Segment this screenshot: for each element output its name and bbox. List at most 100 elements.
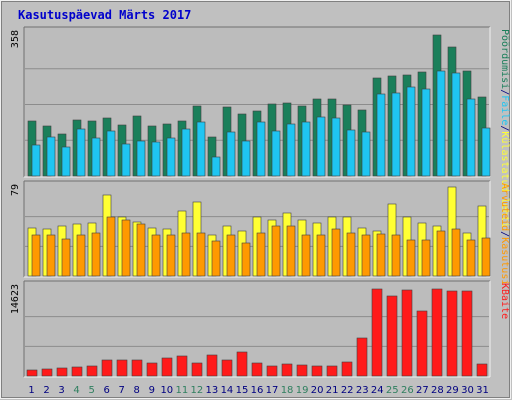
middle-bar-kasutusi-day-31 <box>481 237 491 277</box>
day-label: 23 <box>356 385 369 396</box>
top-bar-faile-day-25 <box>391 92 401 177</box>
bottom-bar-kbaite-day-2 <box>41 368 53 377</box>
middle-bar-kasutusi-day-2 <box>46 234 56 277</box>
middle-bar-kasutusi-day-18 <box>286 225 296 277</box>
bottom-bar-kbaite-day-9 <box>146 362 158 377</box>
day-label: 17 <box>266 385 279 396</box>
middle-legend-label: / <box>499 231 510 237</box>
day-label: 21 <box>326 385 339 396</box>
top-bar-faile-day-27 <box>421 88 431 177</box>
bottom-bar-kbaite-day-22 <box>341 361 353 377</box>
top-bar-faile-day-29 <box>451 72 461 177</box>
middle-bar-kasutusi-day-17 <box>271 225 281 277</box>
bottom-bar-kbaite-day-13 <box>206 354 218 377</box>
middle-bar-kasutusi-day-12 <box>196 232 206 277</box>
middle-bar-kasutusi-day-4 <box>76 234 86 277</box>
middle-panel: 79 Arvuteid/Kasutusi <box>10 180 510 285</box>
top-legend-label: / <box>499 125 510 131</box>
top-bar-faile-day-12 <box>196 121 206 177</box>
middle-bar-kasutusi-day-14 <box>226 234 236 277</box>
top-bar-faile-day-10 <box>166 137 176 177</box>
bottom-bar-kbaite-day-21 <box>326 365 338 377</box>
day-label: 9 <box>149 385 155 396</box>
middle-bar-kasutusi-day-20 <box>316 234 326 277</box>
top-bar-faile-day-9 <box>151 141 161 177</box>
day-label: 26 <box>401 385 414 396</box>
top-bar-faile-day-2 <box>46 136 56 177</box>
bottom-bar-kbaite-day-8 <box>131 359 143 377</box>
day-label: 13 <box>206 385 219 396</box>
bottom-bar-kbaite-day-7 <box>116 359 128 377</box>
day-axis: 1 2 3 4 5 6 7 8 9 10 11 12 13 14 15 16 17 18 19 20 21 22 23 24 2… <box>28 385 489 396</box>
bottom-bar-kbaite-day-16 <box>251 362 263 377</box>
top-bar-faile-day-20 <box>316 116 326 177</box>
middle-bar-kasutusi-day-7 <box>121 219 131 277</box>
top-legend-label: Pöördumisi <box>499 29 510 89</box>
bottom-bar-kbaite-day-26 <box>401 289 413 377</box>
middle-y-max-label: 79 <box>10 184 21 196</box>
top-legend-label: Faile <box>499 95 510 125</box>
middle-bar-kasutusi-day-19 <box>301 234 311 277</box>
top-bar-faile-day-21 <box>331 117 341 177</box>
middle-bar-kasutusi-day-1 <box>31 234 41 277</box>
middle-legend-label: Kasutusi <box>499 237 510 285</box>
top-bar-faile-day-26 <box>406 86 416 177</box>
day-label: 19 <box>296 385 309 396</box>
top-bar-faile-day-24 <box>376 93 386 177</box>
day-label: 8 <box>134 385 140 396</box>
bottom-bar-kbaite-day-5 <box>86 365 98 377</box>
top-bar-faile-day-16 <box>256 121 266 177</box>
day-label: 24 <box>371 385 384 396</box>
top-bar-faile-day-6 <box>106 130 116 177</box>
day-label: 1 <box>28 385 34 396</box>
day-label: 20 <box>311 385 324 396</box>
top-panel: 358 Pöördumisi/Faile/Külastatud lehti <box>10 26 510 228</box>
top-legend-label: / <box>499 89 510 95</box>
middle-bar-kasutusi-day-26 <box>406 239 416 277</box>
day-label: 18 <box>281 385 294 396</box>
day-label: 7 <box>119 385 125 396</box>
middle-bar-kasutusi-day-13 <box>211 240 221 277</box>
middle-bar-kasutusi-day-24 <box>376 233 386 277</box>
chart-title: Kasutuspäevad Märts 2017 <box>18 8 191 22</box>
day-label: 31 <box>476 385 489 396</box>
bottom-bar-kbaite-day-18 <box>281 363 293 377</box>
day-label: 14 <box>221 385 234 396</box>
top-y-max-label: 358 <box>10 30 21 48</box>
middle-bar-kasutusi-day-6 <box>106 216 116 277</box>
day-label: 16 <box>251 385 264 396</box>
top-bar-faile-day-7 <box>121 143 131 177</box>
bottom-bar-kbaite-day-29 <box>446 290 458 377</box>
top-bar-faile-day-18 <box>286 123 296 177</box>
bottom-panel: 14623 KBaite <box>10 280 510 378</box>
middle-bar-kasutusi-day-30 <box>466 239 476 277</box>
top-bar-faile-day-30 <box>466 98 476 177</box>
bottom-bar-kbaite-day-12 <box>191 362 203 377</box>
top-bar-faile-day-22 <box>346 129 356 177</box>
bottom-bar-kbaite-day-11 <box>176 355 188 377</box>
bottom-bar-kbaite-day-19 <box>296 364 308 377</box>
bottom-bar-kbaite-day-30 <box>461 290 473 377</box>
bottom-bar-kbaite-day-24 <box>371 288 383 377</box>
middle-bar-kasutusi-day-16 <box>256 232 266 277</box>
top-bar-faile-day-31 <box>481 127 491 177</box>
day-label: 4 <box>73 385 79 396</box>
bottom-bar-kbaite-day-1 <box>26 369 38 377</box>
top-bar-faile-day-11 <box>181 128 191 177</box>
middle-bar-kasutusi-day-5 <box>91 232 101 277</box>
day-label: 10 <box>160 385 173 396</box>
day-label: 22 <box>341 385 354 396</box>
day-label: 25 <box>386 385 399 396</box>
day-label: 11 <box>175 385 188 396</box>
top-bar-faile-day-13 <box>211 156 221 177</box>
top-bar-faile-day-19 <box>301 121 311 177</box>
top-bar-faile-day-1 <box>31 144 41 177</box>
day-label: 28 <box>431 385 444 396</box>
bottom-bar-kbaite-day-10 <box>161 357 173 377</box>
bottom-bar-kbaite-day-31 <box>476 363 488 377</box>
middle-bar-kasutusi-day-8 <box>136 223 146 277</box>
